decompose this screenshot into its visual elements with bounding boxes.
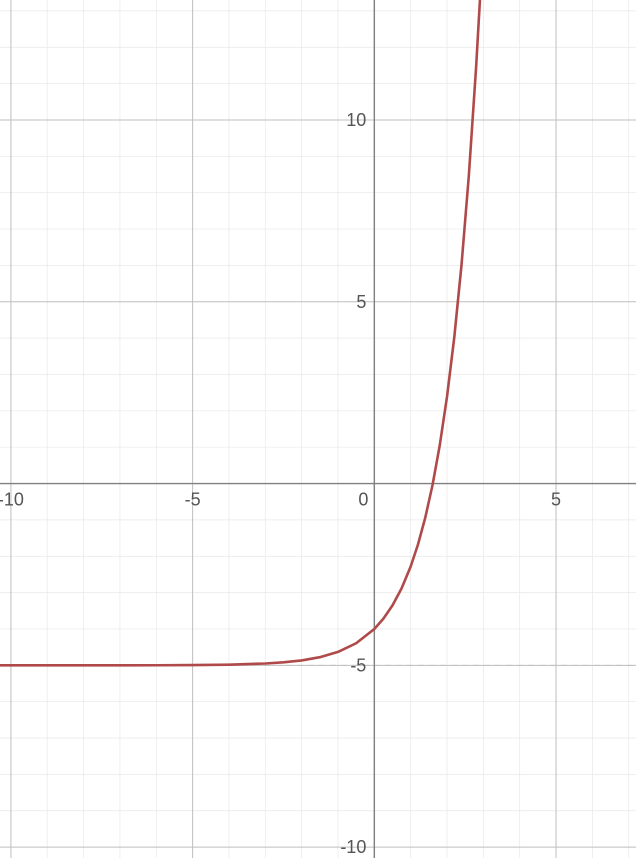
x-tick-label: -10 bbox=[0, 490, 24, 510]
exponential-chart: -10 -5 0 5 -10 -5 5 10 bbox=[0, 0, 636, 858]
y-tick-label: 10 bbox=[346, 110, 366, 130]
y-tick-label: -10 bbox=[340, 837, 366, 857]
chart-container: -10 -5 0 5 -10 -5 5 10 bbox=[0, 0, 636, 858]
x-tick-label: 0 bbox=[358, 490, 368, 510]
y-tick-label: -5 bbox=[350, 655, 366, 675]
x-tick-label: -5 bbox=[185, 490, 201, 510]
y-tick-label: 5 bbox=[356, 292, 366, 312]
x-tick-label: 5 bbox=[551, 490, 561, 510]
